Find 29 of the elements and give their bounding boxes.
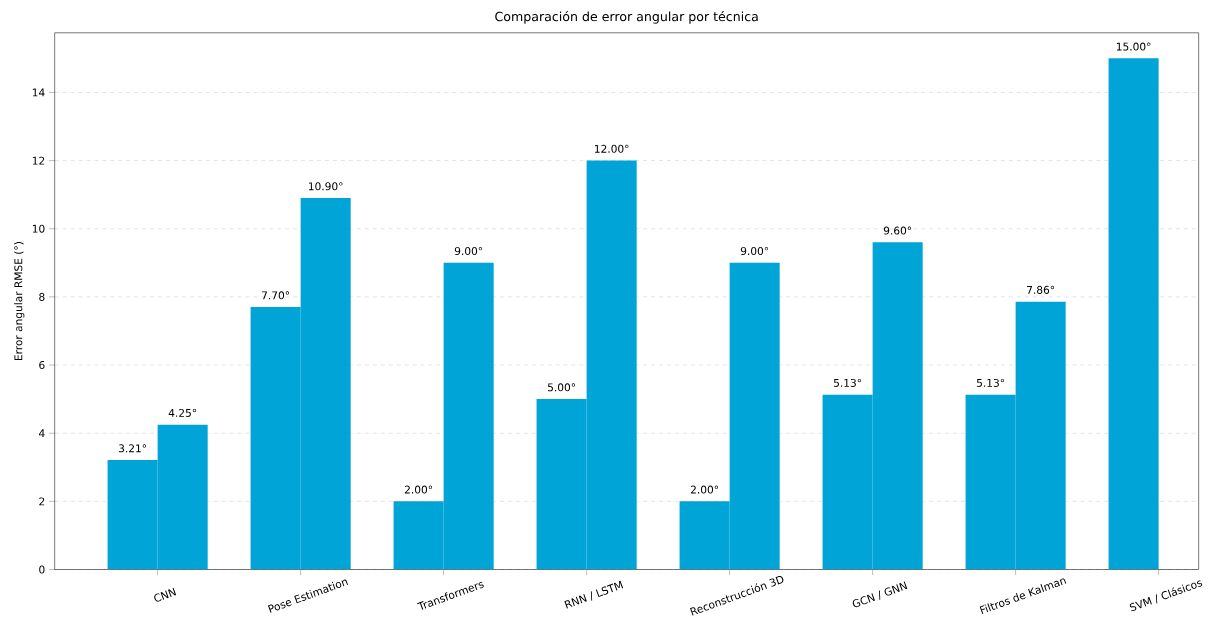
data-label: 9.00° [454, 246, 483, 255]
data-label: 2.00° [690, 485, 719, 494]
x-tick-label: RNN / LSTM [564, 580, 624, 609]
y-tick-label: 0 [39, 565, 45, 574]
data-label: 5.13° [833, 378, 862, 387]
data-label: 12.00° [594, 144, 629, 153]
y-axis-title: Error angular RMSE (°) [14, 242, 25, 361]
data-label: 15.00° [1116, 42, 1151, 51]
chart-title: Comparación de error angular por técnica [495, 10, 758, 24]
y-tick-label: 10 [32, 224, 45, 233]
y-tick-label: 8 [39, 292, 45, 301]
data-label: 4.25° [168, 408, 197, 417]
data-label: 10.90° [309, 182, 343, 191]
data-label: 5.00° [547, 383, 576, 392]
x-tick-label: GCN / GNN [852, 581, 908, 608]
data-label: 7.86° [1027, 285, 1055, 294]
y-tick-label: 12 [32, 156, 45, 165]
data-label: 9.60° [883, 226, 912, 235]
data-label: 7.70° [262, 291, 290, 300]
data-label: 5.13° [976, 378, 1005, 387]
data-label: 3.21° [118, 444, 147, 453]
data-label: 9.00° [740, 246, 769, 255]
y-tick-label: 4 [38, 429, 45, 437]
x-tick-label: CNN [154, 587, 177, 602]
bar [1108, 58, 1159, 570]
data-label: 2.00° [404, 485, 433, 494]
y-tick-label: 2 [39, 497, 45, 506]
y-tick-label: 14 [32, 88, 45, 97]
y-tick-label: 6 [39, 360, 45, 369]
